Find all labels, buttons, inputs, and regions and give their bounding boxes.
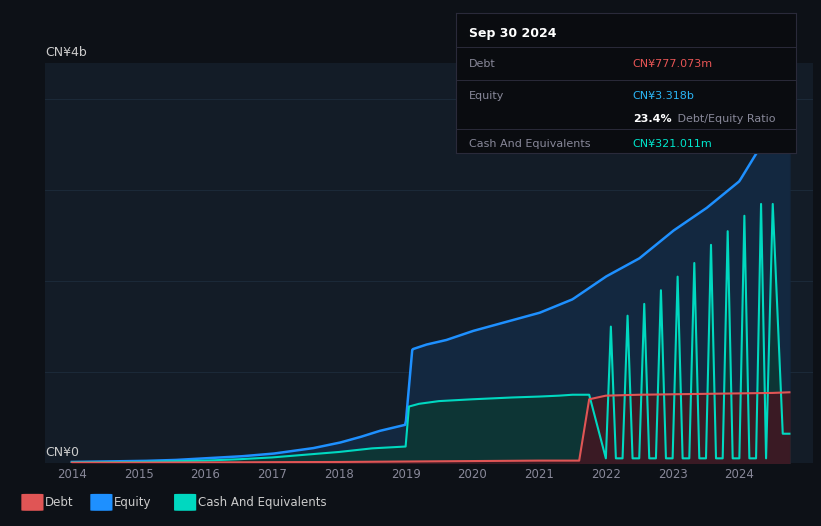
Text: Cash And Equivalents: Cash And Equivalents <box>198 496 326 509</box>
Text: Debt/Equity Ratio: Debt/Equity Ratio <box>674 114 775 124</box>
Text: CN¥777.073m: CN¥777.073m <box>633 59 713 69</box>
Text: Sep 30 2024: Sep 30 2024 <box>470 27 557 40</box>
Text: 23.4%: 23.4% <box>633 114 672 124</box>
Text: CN¥4b: CN¥4b <box>45 46 87 59</box>
Text: Equity: Equity <box>470 91 505 101</box>
Text: Equity: Equity <box>114 496 151 509</box>
Text: CN¥321.011m: CN¥321.011m <box>633 138 713 149</box>
Text: Cash And Equivalents: Cash And Equivalents <box>470 138 591 149</box>
Text: CN¥0: CN¥0 <box>45 446 79 459</box>
Text: CN¥3.318b: CN¥3.318b <box>633 91 695 101</box>
Text: Debt: Debt <box>470 59 496 69</box>
FancyBboxPatch shape <box>174 494 196 511</box>
Text: Debt: Debt <box>45 496 74 509</box>
FancyBboxPatch shape <box>21 494 44 511</box>
FancyBboxPatch shape <box>90 494 112 511</box>
